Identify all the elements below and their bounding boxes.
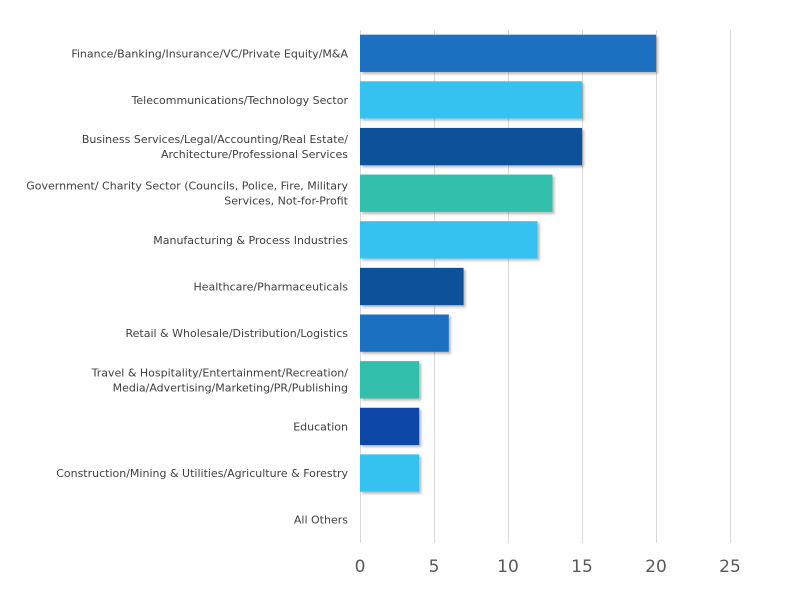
bar-2	[360, 81, 582, 119]
category-label: Construction/Mining & Utilities/Agricult…	[56, 467, 348, 480]
category-label: Business Services/Legal/Accounting/Real …	[82, 133, 348, 146]
category-label: Media/Advertising/Marketing/PR/Publishin…	[113, 381, 348, 394]
category-label: Healthcare/Pharmaceuticals	[193, 281, 348, 294]
bar-1	[360, 34, 656, 72]
x-axis-tick-labels: 0 5 10 15 20 25	[355, 557, 741, 577]
x-tick-label: 15	[571, 557, 593, 577]
category-label: Government/ Charity Sector (Councils, Po…	[26, 180, 348, 193]
category-label: Finance/Banking/Insurance/VC/Private Equ…	[71, 47, 348, 60]
bar-7	[360, 314, 449, 352]
category-label: Services, Not-for-Profit	[224, 195, 348, 208]
x-tick-label: 25	[719, 557, 741, 577]
category-label: Manufacturing & Process Industries	[153, 234, 348, 247]
x-tick-label: 0	[355, 557, 366, 577]
category-label: All Others	[294, 514, 348, 527]
x-tick-label: 5	[429, 557, 440, 577]
bar-3	[360, 127, 582, 166]
x-tick-label: 10	[497, 557, 519, 577]
bar-9	[360, 407, 420, 446]
category-labels: Finance/Banking/Insurance/VC/Private Equ…	[26, 47, 348, 526]
x-tick-label: 20	[645, 557, 667, 577]
category-label: Architecture/Professional Services	[161, 148, 348, 161]
category-label: Travel & Hospitality/Entertainment/Recre…	[91, 366, 349, 379]
category-label: Retail & Wholesale/Distribution/Logistic…	[125, 327, 348, 340]
category-label: Education	[293, 420, 348, 433]
bar-6	[360, 267, 464, 306]
bar-8	[360, 361, 420, 399]
category-label: Telecommunications/Technology Sector	[131, 94, 349, 107]
bar-5	[360, 221, 538, 259]
bar-10	[360, 454, 420, 492]
bar-4	[360, 174, 553, 212]
bars	[360, 34, 656, 492]
